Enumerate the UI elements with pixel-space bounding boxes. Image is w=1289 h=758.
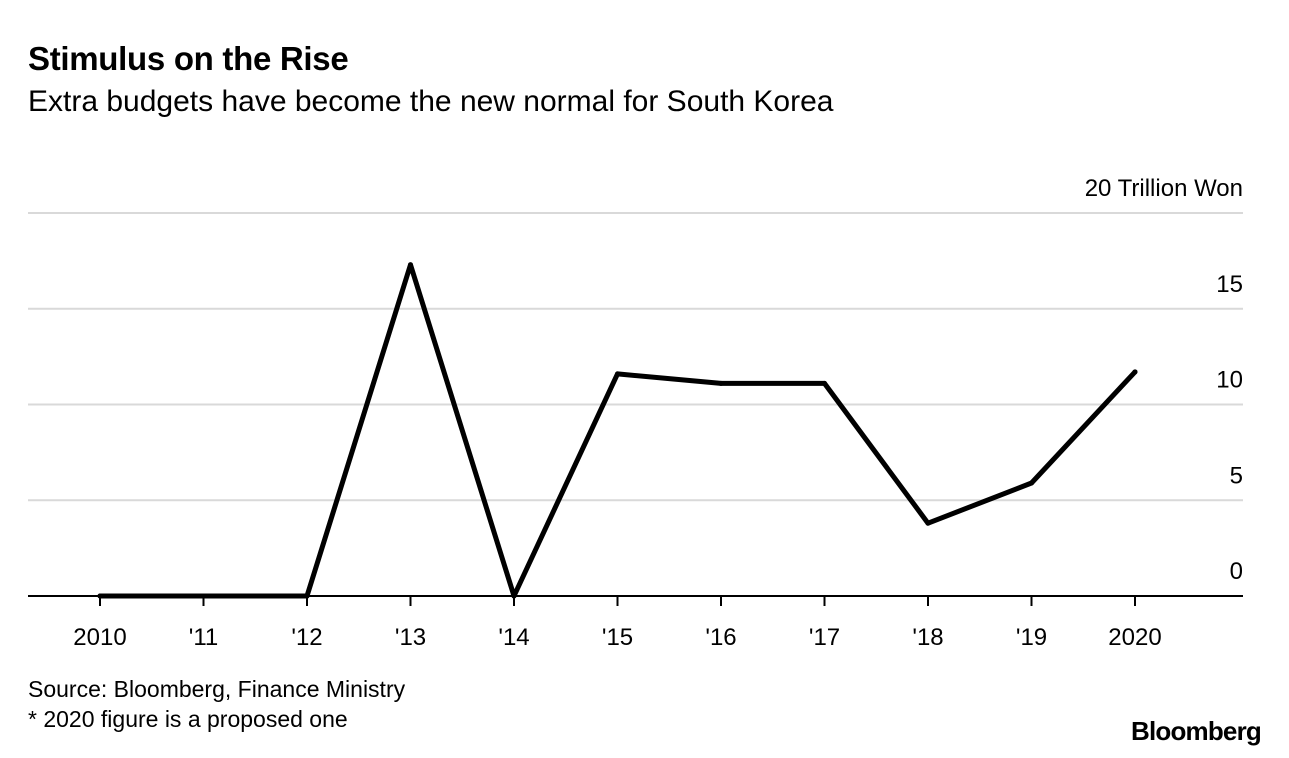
y-axis-labels: 0 5 10 15 20 Trillion Won [1085, 175, 1243, 585]
x-axis: 2010 '11 '12 '13 '14 '15 '16 '17 '18 '19 2020 [28, 595, 1243, 651]
source-note: Source: Bloomberg, Finance Ministry [28, 676, 406, 702]
y-tick-label: 15 [1216, 271, 1243, 298]
data-point [718, 380, 724, 386]
x-tick-label: '16 [705, 624, 736, 651]
series-group [97, 262, 1138, 599]
data-point [1132, 369, 1138, 375]
data-point [1029, 480, 1034, 486]
data-point [925, 520, 931, 526]
x-tick-label: '14 [498, 624, 529, 651]
y-tick-label: 0 [1230, 558, 1243, 585]
x-tick-label: '18 [912, 624, 943, 651]
x-tick-label: '15 [602, 624, 633, 651]
gridlines [28, 212, 1243, 502]
data-point [201, 593, 206, 599]
x-tick-label: '13 [395, 624, 426, 651]
y-tick-label: 10 [1216, 367, 1243, 394]
data-point [408, 262, 413, 268]
bloomberg-logo: Bloomberg [1130, 716, 1262, 746]
x-tick-label: '17 [809, 624, 840, 651]
chart-subtitle: Extra budgets have become the new normal… [28, 85, 834, 118]
data-point [615, 371, 620, 377]
y-tick-label: 5 [1230, 462, 1243, 489]
x-tick-label: '12 [291, 624, 322, 651]
y-tick-label: 20 Trillion Won [1085, 175, 1243, 202]
x-tick-label: 2020 [1108, 624, 1161, 651]
chart-title: Stimulus on the Rise [28, 40, 349, 77]
data-point [304, 593, 310, 599]
x-tick-label: '11 [189, 624, 219, 651]
data-point [511, 593, 517, 599]
series-line [97, 262, 1138, 599]
x-tick-label: 2010 [73, 624, 126, 651]
x-tick-label: '19 [1016, 624, 1047, 651]
footnote: * 2020 figure is a proposed one [28, 706, 348, 732]
data-point [822, 380, 827, 386]
data-point [97, 593, 103, 599]
